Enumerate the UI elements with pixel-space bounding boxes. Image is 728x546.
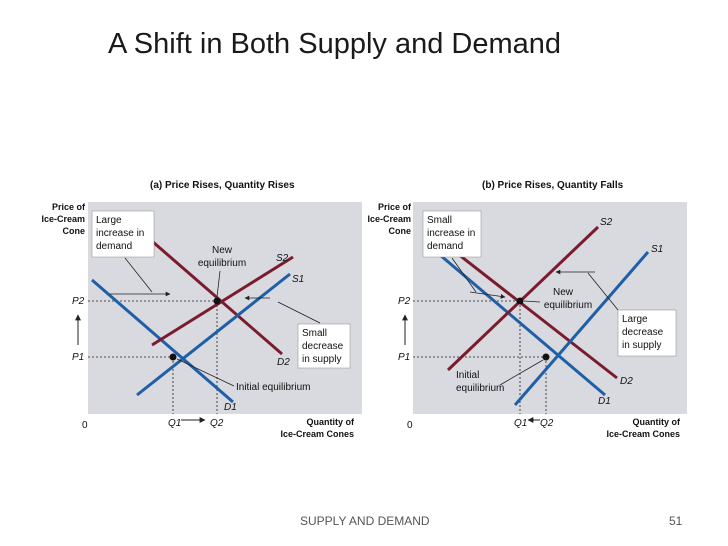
panel-b-supply-note-pointer (587, 272, 619, 311)
svg-text:Ice-Cream Cones: Ice-Cream Cones (280, 429, 354, 439)
panel-b-d1-label: D1 (598, 396, 611, 407)
panel-a-demand-d1 (91, 278, 234, 404)
panel-b-x-axis-label: Quantity of Ice-Cream Cones (606, 417, 681, 439)
panel-a-q2-label: Q2 (210, 418, 224, 429)
svg-text:in supply: in supply (302, 354, 341, 365)
svg-text:Price of: Price of (378, 202, 412, 212)
panel-a-x-axis-label: Quantity of Ice-Cream Cones (280, 417, 355, 439)
panel-b-initial-eq-note: Initial equilibrium (456, 370, 504, 394)
panel-b-d2-label: D2 (620, 376, 633, 387)
svg-text:equilibrium: equilibrium (456, 383, 504, 394)
panel-b-demand-d1 (439, 253, 606, 397)
panel-b-demand-note: Small increase in demand (422, 210, 482, 258)
panel-a-heading: (a) Price Rises, Quantity Rises (150, 180, 295, 191)
svg-text:Large: Large (96, 215, 122, 226)
panel-b-new-eq-pointer (523, 300, 541, 303)
panel-b-demand-note-pointer (451, 257, 477, 293)
panel-b: (b) Price Rises, Quantity Falls Price of… (367, 180, 687, 439)
panel-a-d2-label: D2 (277, 357, 290, 368)
panel-a-s1-label: S1 (292, 274, 304, 285)
panel-a-origin: 0 (82, 420, 88, 431)
panel-b-origin: 0 (407, 420, 413, 431)
svg-text:decrease: decrease (622, 327, 664, 338)
panel-a-supply-note: Small decrease in supply (297, 323, 351, 369)
panel-a-p1-label: P1 (72, 352, 84, 363)
panel-b-q1-label: Q1 (514, 418, 527, 429)
page-number: 51 (669, 514, 683, 528)
panel-b-new-eq-note: New equilibrium (544, 287, 592, 311)
panel-a-supply-note-pointer (277, 301, 321, 324)
svg-text:Cone: Cone (63, 226, 86, 236)
panel-a-supply-s1 (136, 272, 291, 397)
slide-title: A Shift in Both Supply and Demand (108, 28, 562, 60)
svg-text:New: New (553, 287, 574, 298)
svg-text:Quantity of: Quantity of (307, 417, 355, 427)
panel-a-supply-s2 (151, 255, 294, 347)
svg-text:Small: Small (427, 215, 452, 226)
panel-b-demand-d2 (439, 238, 618, 380)
panel-b-q2-label: Q2 (540, 418, 554, 429)
panel-a-initial-eq-pointer (176, 358, 235, 387)
svg-text:Small: Small (302, 328, 327, 339)
panel-b-supply-s2 (446, 225, 600, 372)
svg-text:increase in: increase in (96, 228, 144, 239)
panel-b-initial-eq-pointer (499, 359, 544, 386)
panel-b-new-equilibrium-point (516, 297, 524, 305)
panel-b-initial-equilibrium-point (542, 353, 550, 361)
svg-text:Ice-Cream Cones: Ice-Cream Cones (606, 429, 680, 439)
panel-a-y-axis-label: Price of Ice-Cream Cone (41, 202, 86, 236)
svg-text:Initial: Initial (456, 370, 479, 381)
svg-text:demand: demand (427, 241, 463, 252)
panel-a-initial-equilibrium-point (169, 353, 177, 361)
svg-text:equilibrium: equilibrium (198, 258, 246, 269)
svg-text:Large: Large (622, 314, 648, 325)
svg-text:demand: demand (96, 241, 132, 252)
panel-a-initial-eq-note: Initial equilibrium (236, 382, 310, 393)
panel-a-q1-label: Q1 (168, 418, 181, 429)
svg-text:in supply: in supply (622, 340, 661, 351)
svg-text:Ice-Cream: Ice-Cream (41, 214, 85, 224)
svg-text:Quantity of: Quantity of (633, 417, 681, 427)
panel-b-demand-shift-arrow (469, 291, 506, 299)
svg-text:decrease: decrease (302, 341, 344, 352)
panel-a-demand-note-pointer (124, 257, 153, 293)
panel-b-heading: (b) Price Rises, Quantity Falls (482, 180, 624, 191)
panel-b-p1-label: P1 (398, 352, 410, 363)
panel-b-guides (413, 300, 547, 414)
svg-text:Price of: Price of (52, 202, 86, 212)
svg-text:New: New (212, 245, 233, 256)
svg-text:Ice-Cream: Ice-Cream (367, 214, 411, 224)
panel-a-demand-note: Large increase in demand (91, 210, 155, 258)
panel-a-p2-label: P2 (72, 296, 85, 307)
panel-b-p2-label: P2 (398, 296, 411, 307)
panel-b-s1-label: S1 (651, 244, 663, 255)
panel-a: (a) Price Rises, Quantity Rises Price of… (41, 180, 362, 439)
panel-a-s2-label: S2 (276, 253, 289, 264)
panel-a-demand-d2 (137, 227, 283, 356)
panel-a-d1-label: D1 (224, 402, 237, 413)
panel-b-s2-label: S2 (600, 217, 613, 228)
svg-text:equilibrium: equilibrium (544, 300, 592, 311)
panel-b-supply-s1 (513, 251, 650, 406)
footer-label: SUPPLY AND DEMAND (300, 514, 430, 528)
panel-b-supply-note: Large decrease in supply (617, 309, 677, 357)
panel-b-y-axis-label: Price of Ice-Cream Cone (367, 202, 412, 236)
panel-a-new-eq-pointer (216, 270, 221, 298)
panel-a-new-eq-note: New equilibrium (198, 245, 246, 269)
svg-text:increase in: increase in (427, 228, 475, 239)
panel-a-new-equilibrium-point (213, 297, 221, 305)
svg-text:Cone: Cone (389, 226, 412, 236)
